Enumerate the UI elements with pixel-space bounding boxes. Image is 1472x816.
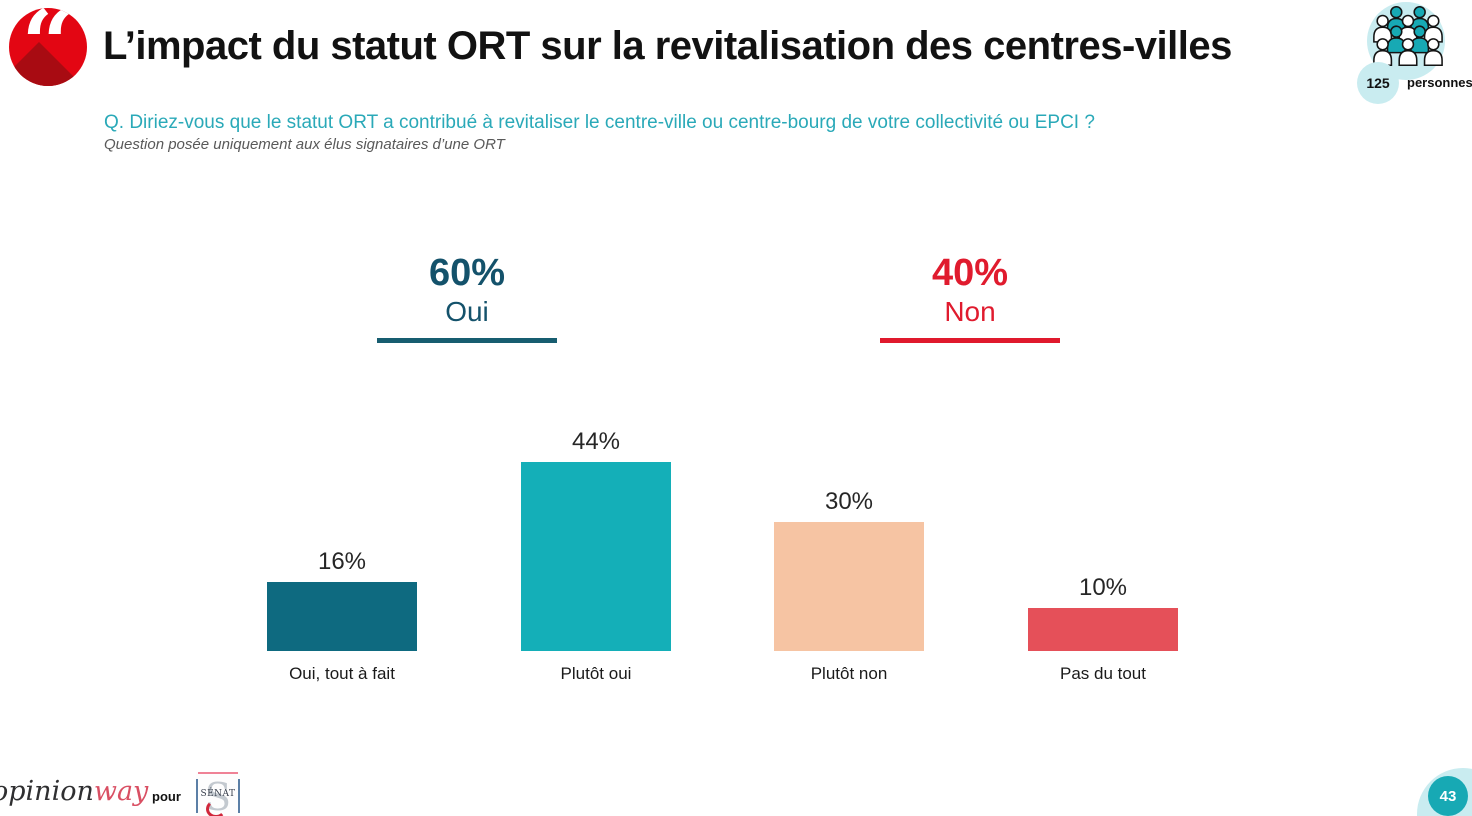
quote-glyph: “ <box>21 8 75 86</box>
bar-oui-tout-a-fait <box>267 582 417 651</box>
bar-column-plutot-oui: 44% Plutôt oui <box>520 420 672 684</box>
opinionway-logo-part1: opinion <box>0 776 94 807</box>
survey-question-note: Question posée uniquement aux élus signa… <box>104 136 505 153</box>
summary-non: 40% Non <box>880 252 1060 343</box>
summary-oui-value: 60% <box>428 252 506 294</box>
opinionway-logo-part2: way <box>93 776 149 807</box>
sample-count: 125 <box>1357 62 1399 104</box>
bar-plutot-oui <box>521 462 671 651</box>
opinionway-logo: opinionway <box>0 776 148 807</box>
pour-label: pour <box>152 789 181 804</box>
survey-question: Q. Diriez-vous que le statut ORT a contr… <box>104 112 1095 133</box>
bar-category-label: Plutôt oui <box>560 664 632 683</box>
senat-logo: S SÉNAT <box>196 772 240 816</box>
summary-non-value: 40% <box>931 252 1009 294</box>
bar-value-label: 30% <box>824 488 874 515</box>
senat-logo-red-arc <box>206 800 226 816</box>
page-title: L’impact du statut ORT sur la revitalisa… <box>103 24 1232 68</box>
bar-category-label: Plutôt non <box>810 664 888 683</box>
senat-logo-topline <box>198 772 238 774</box>
quote-icon: “ <box>9 8 87 86</box>
summary-non-underline <box>880 338 1060 343</box>
bar-value-label: 44% <box>571 428 621 455</box>
summary-oui-underline <box>377 338 557 343</box>
page-number-badge: 43 <box>1428 776 1468 816</box>
bar-value-label: 16% <box>317 548 367 575</box>
bar-pas-du-tout <box>1028 608 1178 651</box>
bar-value-label: 10% <box>1078 574 1128 601</box>
senat-logo-left-bar <box>196 779 198 813</box>
senat-logo-wordmark: SÉNAT <box>200 789 236 799</box>
bar-category-label: Oui, tout à fait <box>289 664 395 683</box>
bar-column-pas-du-tout: 10% Pas du tout <box>1027 420 1179 684</box>
sample-count-label: personnes <box>1407 75 1472 90</box>
summary-oui-label: Oui <box>445 296 489 327</box>
summary-non-label: Non <box>944 296 996 327</box>
bar-plutot-non <box>774 522 924 651</box>
sample-size-badge: 125 personnes <box>1355 0 1472 110</box>
bar-column-plutot-non: 30% Plutôt non <box>773 420 925 684</box>
senat-logo-right-bar <box>238 779 240 813</box>
summary-oui: 60% Oui <box>377 252 557 343</box>
bar-column-oui-tout-a-fait: 16% Oui, tout à fait <box>266 420 418 684</box>
bar-category-label: Pas du tout <box>1059 664 1146 683</box>
